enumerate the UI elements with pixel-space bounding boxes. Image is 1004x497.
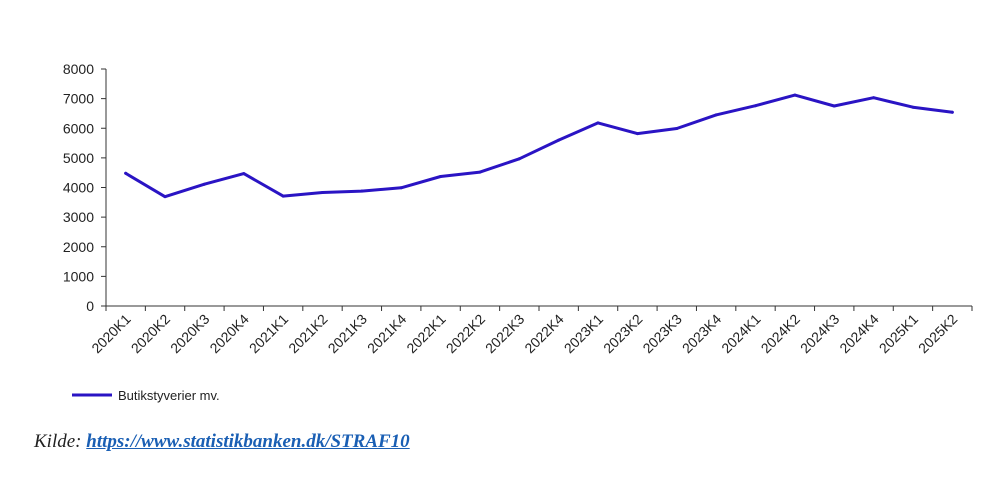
x-tick-label: 2022K3 [482,311,528,357]
x-tick-label: 2023K3 [639,311,685,357]
data-point [163,195,167,199]
x-tick-label: 2023K1 [561,311,607,357]
data-point [714,113,718,117]
data-point [124,171,128,175]
y-tick-label: 7000 [63,91,94,107]
data-point [517,157,521,161]
data-point [557,138,561,142]
x-tick-label: 2022K2 [443,311,489,357]
data-point [281,194,285,198]
line-chart: 0 1000 2000 3000 4000 5000 6000 7000 8000 2020K1… [63,61,973,403]
source-label: Kilde: [34,431,82,452]
x-tick-label: 2020K3 [167,311,213,357]
data-point [950,110,954,114]
data-point [321,191,324,195]
series-layer [124,93,954,199]
x-tick-label: 2023K2 [600,311,646,357]
x-tick-label: 2020K1 [88,311,134,357]
data-point [675,127,679,131]
data-point [911,105,915,109]
data-point [439,175,443,179]
x-tick-label: 2025K1 [876,311,922,357]
data-point [793,93,797,97]
x-tick-label: 2022K4 [521,311,567,357]
y-axis: 0 1000 2000 3000 4000 5000 6000 7000 8000 [63,61,107,314]
y-tick-label: 2000 [63,239,94,255]
source-link[interactable]: https://www.statistikbanken.dk/STRAF10 [86,431,410,452]
data-point [202,182,206,186]
y-tick-label: 1000 [63,268,94,284]
data-point [596,121,600,125]
x-tick-label: 2025K2 [915,311,961,357]
data-point [478,170,482,174]
x-tick-label: 2023K4 [679,311,725,357]
x-tick-label: 2021K2 [285,311,331,357]
data-point [832,104,836,108]
data-point [360,189,364,193]
x-tick-label: 2021K1 [246,311,292,357]
source-line: Kilde: https://www.statistikbanken.dk/ST… [34,431,410,453]
y-tick-label: 5000 [63,150,94,166]
y-tick-label: 0 [86,298,94,314]
series-line [124,93,954,199]
legend-label: Butikstyverier mv. [118,388,220,403]
y-tick-label: 3000 [63,209,94,225]
data-point [242,172,246,176]
legend: Butikstyverier mv. [72,388,220,403]
x-tick-label: 2022K1 [403,311,449,357]
data-point [754,104,757,108]
x-tick-label: 2024K3 [797,311,843,357]
x-tick-label: 2020K4 [206,311,252,357]
x-tick-label: 2024K1 [718,311,764,357]
x-tick-label: 2021K3 [325,311,371,357]
x-tick-label: 2024K4 [836,311,882,357]
y-tick-label: 4000 [63,180,94,196]
data-point [635,132,639,136]
y-tick-label: 6000 [63,120,94,136]
x-tick-label: 2024K2 [758,311,804,357]
x-tick-label: 2021K4 [364,311,410,357]
y-tick-label: 8000 [63,61,94,77]
data-point [872,96,876,100]
x-tick-label: 2020K2 [128,311,174,357]
data-point [399,186,403,190]
x-axis: 2020K12020K22020K32020K42021K12021K22021… [88,305,973,357]
